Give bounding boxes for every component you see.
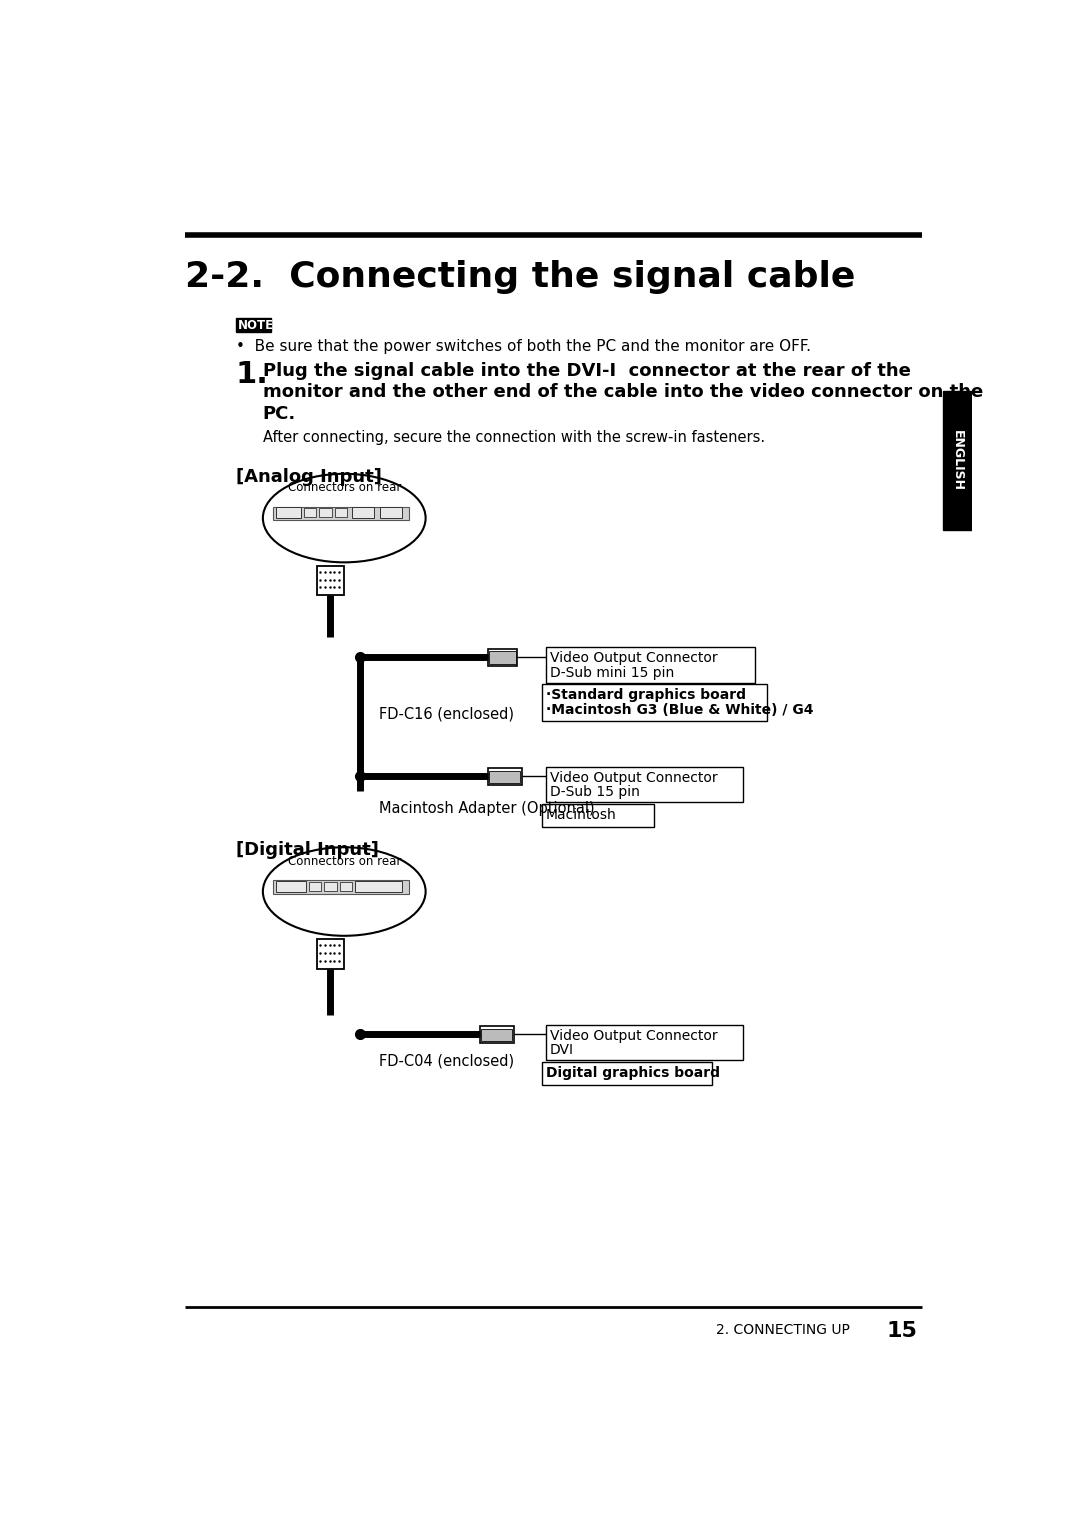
Text: FD-C16 (enclosed): FD-C16 (enclosed) (379, 707, 514, 722)
FancyBboxPatch shape (542, 804, 654, 827)
FancyBboxPatch shape (318, 940, 345, 969)
Text: [Digital Input]: [Digital Input] (235, 841, 379, 859)
FancyBboxPatch shape (339, 882, 352, 891)
FancyBboxPatch shape (488, 768, 522, 786)
Text: PC.: PC. (262, 404, 296, 423)
Text: Macintosh Adapter (Optional): Macintosh Adapter (Optional) (379, 801, 595, 816)
Text: FD-C04 (enclosed): FD-C04 (enclosed) (379, 1053, 514, 1068)
Text: Video Output Connector: Video Output Connector (550, 771, 717, 784)
Text: Digital graphics board: Digital graphics board (545, 1065, 719, 1079)
Text: Plug the signal cable into the DVI-I  connector at the rear of the: Plug the signal cable into the DVI-I con… (262, 362, 910, 380)
FancyBboxPatch shape (489, 771, 521, 783)
FancyBboxPatch shape (273, 881, 408, 894)
Text: ·Macintosh G3 (Blue & White) / G4: ·Macintosh G3 (Blue & White) / G4 (545, 703, 813, 717)
Text: 15: 15 (887, 1322, 918, 1341)
Text: After connecting, secure the connection with the screw-in fasteners.: After connecting, secure the connection … (262, 429, 765, 444)
Text: Macintosh: Macintosh (545, 807, 617, 821)
Text: 1.: 1. (235, 360, 269, 389)
Text: Connectors on rear: Connectors on rear (287, 855, 401, 868)
Text: Video Output Connector: Video Output Connector (550, 652, 717, 665)
FancyBboxPatch shape (545, 766, 743, 803)
FancyBboxPatch shape (545, 1025, 743, 1061)
Text: 2-2.  Connecting the signal cable: 2-2. Connecting the signal cable (186, 259, 855, 295)
Text: monitor and the other end of the cable into the video connector on the: monitor and the other end of the cable i… (262, 383, 983, 401)
FancyBboxPatch shape (545, 647, 755, 682)
FancyBboxPatch shape (489, 652, 515, 664)
Text: 2. CONNECTING UP: 2. CONNECTING UP (716, 1323, 850, 1337)
FancyBboxPatch shape (542, 1062, 713, 1085)
FancyBboxPatch shape (309, 882, 321, 891)
FancyBboxPatch shape (488, 649, 517, 665)
FancyBboxPatch shape (352, 507, 374, 517)
Text: Connectors on rear: Connectors on rear (287, 481, 401, 494)
FancyBboxPatch shape (335, 508, 348, 517)
FancyBboxPatch shape (542, 684, 767, 722)
Text: NOTE: NOTE (238, 319, 274, 331)
FancyBboxPatch shape (276, 507, 301, 517)
Text: [Analog Input]: [Analog Input] (235, 468, 381, 485)
FancyBboxPatch shape (482, 1029, 512, 1041)
FancyBboxPatch shape (324, 882, 337, 891)
Text: D-Sub mini 15 pin: D-Sub mini 15 pin (550, 665, 674, 681)
Ellipse shape (262, 847, 426, 935)
FancyBboxPatch shape (320, 508, 332, 517)
Text: Video Output Connector: Video Output Connector (550, 1029, 717, 1042)
Text: DVI: DVI (550, 1044, 573, 1058)
FancyBboxPatch shape (273, 507, 408, 520)
FancyBboxPatch shape (943, 391, 972, 530)
FancyBboxPatch shape (276, 881, 306, 891)
Text: ·Standard graphics board: ·Standard graphics board (545, 688, 746, 702)
FancyBboxPatch shape (235, 317, 271, 331)
Text: •  Be sure that the power switches of both the PC and the monitor are OFF.: • Be sure that the power switches of bot… (235, 339, 811, 354)
Ellipse shape (262, 473, 426, 563)
FancyBboxPatch shape (480, 1027, 514, 1044)
Text: D-Sub 15 pin: D-Sub 15 pin (550, 786, 639, 800)
FancyBboxPatch shape (355, 881, 402, 891)
FancyBboxPatch shape (318, 566, 345, 595)
Text: ENGLISH: ENGLISH (950, 430, 963, 491)
FancyBboxPatch shape (380, 507, 402, 517)
FancyBboxPatch shape (303, 508, 316, 517)
